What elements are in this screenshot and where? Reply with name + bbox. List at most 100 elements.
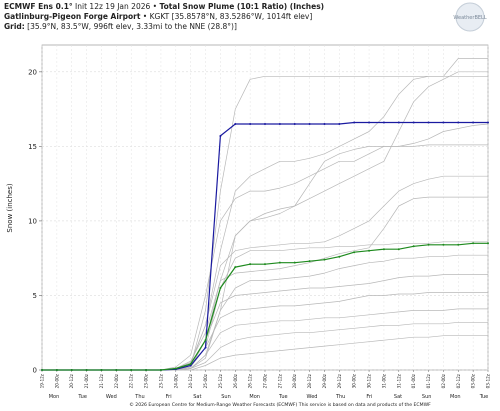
series-point (368, 121, 371, 124)
series-point (100, 369, 103, 371)
series-point (308, 260, 311, 263)
series-point (55, 369, 58, 371)
series-point (234, 266, 237, 269)
series-point (472, 242, 475, 245)
x-tick-label: 21-00z (84, 373, 89, 388)
logo-circle (455, 2, 485, 32)
day-label: Sat (394, 394, 402, 400)
x-tick-label: 24-00z (173, 373, 178, 388)
x-tick-label: 20-00z (54, 373, 59, 388)
x-tick-label: 26-00z (233, 373, 238, 388)
series-point (382, 248, 385, 251)
day-label: Wed (307, 394, 318, 400)
x-tick-label: 23-00z (144, 373, 149, 388)
series-point (487, 242, 489, 245)
x-tick-label: 30-00z (352, 373, 357, 388)
day-label: Thu (134, 394, 144, 400)
logo: WeatherBELL (453, 15, 486, 21)
series-point (189, 363, 192, 366)
x-tick-label: 26-12z (248, 373, 253, 388)
y-axis-label: Snow (inches) (6, 183, 14, 232)
x-tick-label: 30-12z (367, 373, 372, 388)
series-point (145, 369, 148, 371)
day-label: Tue (479, 394, 489, 400)
series-point (338, 255, 341, 258)
series-point (472, 121, 475, 124)
series-point (368, 249, 371, 252)
day-label: Sun (422, 394, 432, 400)
series-point (397, 248, 400, 251)
series-point (189, 364, 192, 367)
x-tick-label: 03-12z (486, 373, 491, 388)
x-tick-label: 21-12z (99, 373, 104, 388)
series-point (204, 346, 207, 349)
x-tick-label: 01-12z (426, 373, 431, 388)
x-tick-label: 02-12z (456, 373, 461, 388)
series-point (249, 123, 252, 126)
x-tick-label: 25-12z (218, 373, 223, 388)
series-point (353, 121, 356, 124)
day-label: Fri (166, 394, 172, 400)
series-point (397, 121, 400, 124)
x-tick-label: 27-12z (277, 373, 282, 388)
series-point (412, 245, 415, 248)
x-tick-label: 29-12z (337, 373, 342, 388)
series-point (308, 123, 311, 126)
series-point (41, 369, 43, 371)
chart-title: ECMWF Ens 0.1° Init 12z 19 Jan 2026 • To… (4, 2, 324, 11)
x-tick-label: 20-12z (69, 373, 74, 388)
series-point (293, 123, 296, 126)
series-point (442, 243, 445, 246)
x-tick-label: 19-12z (40, 373, 45, 388)
series-point (85, 369, 88, 371)
x-tick-label: 24-12z (188, 373, 193, 388)
x-tick-label: 23-12z (158, 373, 163, 388)
series-point (382, 121, 385, 124)
y-tick-label: 5 (33, 292, 37, 300)
subtitle: Gatlinburg-Pigeon Forge Airport • KGKT [… (4, 12, 312, 21)
day-label: Sat (193, 394, 201, 400)
x-tick-label: 22-00z (114, 373, 119, 388)
day-label: Tue (278, 394, 288, 400)
footer: © 2026 European Centre for Medium-Range … (129, 401, 431, 408)
day-label: Thu (335, 394, 345, 400)
series-point (174, 367, 177, 370)
series-point (412, 121, 415, 124)
series-point (353, 251, 356, 254)
x-tick-label: 29-00z (322, 373, 327, 388)
day-label: Sun (221, 394, 231, 400)
day-label: Mon (49, 394, 60, 400)
series-point (219, 134, 222, 137)
x-tick-label: 25-00z (203, 373, 208, 388)
series-point (204, 339, 207, 342)
series-point (264, 263, 266, 266)
series-point (487, 121, 489, 124)
series-point (278, 261, 281, 264)
x-tick-label: 31-12z (396, 373, 401, 388)
day-label: Fri (366, 394, 372, 400)
x-tick-label: 01-00z (411, 373, 416, 388)
series-point (264, 123, 266, 126)
day-label: Wed (106, 394, 117, 400)
series-point (293, 261, 296, 264)
grid-info: Grid: [35.9°N, 83.5°W, 996ft elev, 3.33m… (4, 22, 237, 31)
series-point (442, 121, 445, 124)
series-point (159, 369, 162, 371)
x-tick-label: 31-00z (381, 373, 386, 388)
x-tick-label: 27-00z (263, 373, 268, 388)
day-label: Tue (77, 394, 87, 400)
y-tick-label: 10 (28, 217, 37, 225)
series-point (323, 258, 326, 261)
y-tick-label: 0 (33, 367, 37, 375)
series-point (323, 123, 326, 126)
series-point (70, 369, 73, 371)
x-tick-label: 22-12z (129, 373, 134, 388)
series-point (115, 369, 118, 371)
x-tick-label: 02-00z (441, 373, 446, 388)
series-point (457, 121, 460, 124)
series-point (130, 369, 133, 371)
day-label: Mon (450, 394, 461, 400)
series-point (219, 287, 222, 290)
x-tick-label: 28-00z (292, 373, 297, 388)
